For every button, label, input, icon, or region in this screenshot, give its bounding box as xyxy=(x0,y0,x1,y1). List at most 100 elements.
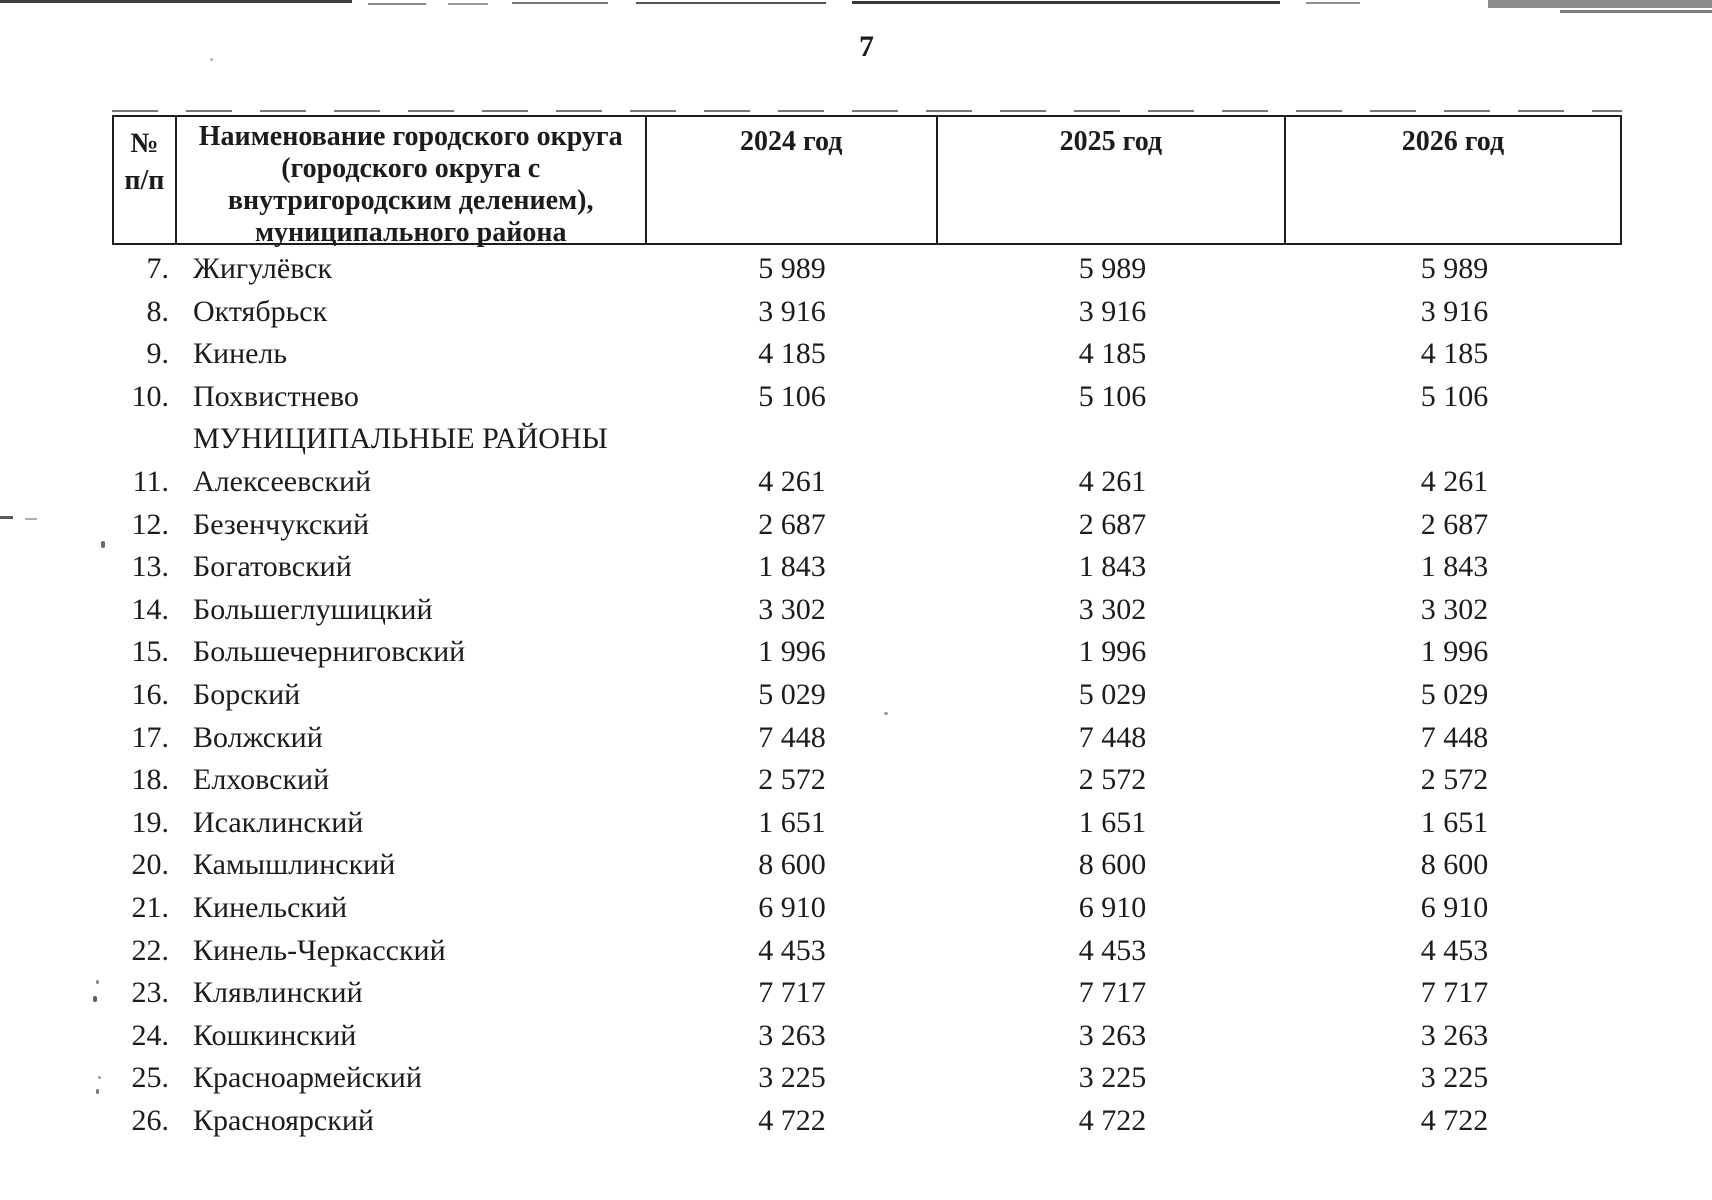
scan-top-rule-segment xyxy=(368,3,426,5)
row-value-2024: 3 916 xyxy=(758,294,826,328)
scan-top-rule-segment xyxy=(0,0,352,3)
row-value-2025: 4 453 xyxy=(1078,933,1147,967)
row-number: 11. xyxy=(132,464,169,498)
row-value-2026: 3 916 xyxy=(1420,294,1489,328)
row-value-2025: 4 722 xyxy=(1078,1103,1147,1137)
row-value-2024: 4 722 xyxy=(758,1103,826,1137)
table-body: 7. Жигулёвск 5 989 5 989 5 989 8. Октябрьск 3 9… xyxy=(112,245,1622,1142)
scan-margin-mark xyxy=(25,518,37,520)
row-name: Клявлинский xyxy=(193,976,363,1010)
row-value-2025: 2 687 xyxy=(1078,507,1147,541)
row-value-2025: 1 843 xyxy=(1078,550,1147,584)
header-cell-2025: 2025 год xyxy=(938,117,1286,243)
table-row: 16. Борский 5 029 5 029 5 029 xyxy=(112,674,1622,717)
budget-table: № п/п Наименование городского округа (го… xyxy=(112,110,1622,1142)
scan-speck xyxy=(884,712,888,715)
row-value-2025: 2 572 xyxy=(1078,763,1147,797)
row-value-2025: 4 261 xyxy=(1078,464,1147,498)
row-value-2024: 5 106 xyxy=(758,379,826,413)
row-value-2024: 8 600 xyxy=(758,848,826,882)
table-row: 7. Жигулёвск 5 989 5 989 5 989 xyxy=(112,248,1622,291)
row-value-2024: 7 717 xyxy=(758,976,826,1010)
row-name: Кинель xyxy=(193,337,288,371)
table-row: 17. Волжский 7 448 7 448 7 448 xyxy=(112,717,1622,760)
row-value-2025: 5 989 xyxy=(1078,252,1147,285)
row-number: 12. xyxy=(131,507,170,541)
row-value-2026: 2 572 xyxy=(1420,763,1489,797)
row-name: Красноармейский xyxy=(193,1061,422,1095)
scan-top-rule-segment xyxy=(636,2,826,4)
row-number: 25. xyxy=(131,1061,170,1095)
row-name: Камышлинский xyxy=(193,848,396,882)
row-value-2024: 2 572 xyxy=(758,763,826,797)
row-value-2024: 3 263 xyxy=(758,1018,826,1052)
row-value-2026: 5 029 xyxy=(1420,677,1489,711)
row-value-2024: 5 989 xyxy=(758,252,826,285)
table-row: 11. Алексеевский 4 261 4 261 4 261 xyxy=(112,461,1622,504)
row-number: 14. xyxy=(131,592,170,626)
row-name: Елховский xyxy=(193,763,330,797)
row-value-2025: 3 302 xyxy=(1078,592,1147,626)
row-value-2026: 2 687 xyxy=(1420,507,1489,541)
table-row: 9. Кинель 4 185 4 185 4 185 xyxy=(112,333,1622,376)
scan-margin-mark xyxy=(0,516,13,519)
scan-gray-bar xyxy=(1488,0,1712,8)
row-number: 15. xyxy=(131,635,170,669)
row-value-2026: 4 722 xyxy=(1420,1103,1489,1137)
row-value-2024: 4 185 xyxy=(758,337,826,371)
row-value-2024 xyxy=(646,418,938,461)
table-row: 10. Похвистнево 5 106 5 106 5 106 xyxy=(112,376,1622,419)
row-value-2025: 7 717 xyxy=(1078,976,1147,1010)
row-value-2025: 3 916 xyxy=(1078,294,1147,328)
row-name: Красноярский xyxy=(193,1103,374,1137)
table-header-row: № п/п Наименование городского округа (го… xyxy=(112,110,1622,248)
row-value-2024: 3 225 xyxy=(758,1061,826,1095)
row-name: Исаклинский xyxy=(193,805,364,839)
row-value-2026: 6 910 xyxy=(1420,890,1489,924)
table-row: 24. Кошкинский 3 263 3 263 3 263 xyxy=(112,1015,1622,1058)
row-value-2024: 1 843 xyxy=(758,550,826,584)
row-value-2025: 5 106 xyxy=(1078,379,1147,413)
table-row: 14. Большеглушицкий 3 302 3 302 3 302 xyxy=(112,589,1622,632)
row-value-2025: 3 225 xyxy=(1078,1061,1147,1095)
scan-margin-mark xyxy=(98,1076,101,1079)
row-value-2026: 3 263 xyxy=(1420,1018,1489,1052)
row-value-2025: 4 185 xyxy=(1078,337,1147,371)
row-number: 23. xyxy=(131,976,170,1010)
page-number: 7 xyxy=(859,30,875,63)
row-value-2026: 3 302 xyxy=(1420,592,1489,626)
row-name: Похвистнево xyxy=(193,379,359,413)
header-cell-name: Наименование городского округа (городско… xyxy=(177,117,647,248)
row-name: Кинельский xyxy=(193,890,348,924)
table-row: 26. Красноярский 4 722 4 722 4 722 xyxy=(112,1100,1622,1143)
header-cell-2026: 2026 год xyxy=(1401,126,1505,157)
row-name: Жигулёвск xyxy=(193,252,333,285)
row-value-2026: 4 261 xyxy=(1420,464,1489,498)
row-name: Кинель-Черкасский xyxy=(193,933,446,967)
row-number: 18. xyxy=(131,763,170,797)
table-row: 20. Камышлинский 8 600 8 600 8 600 xyxy=(112,844,1622,887)
header-cell-2024: 2024 год xyxy=(647,117,938,243)
table-row: 25. Красноармейский 3 225 3 225 3 225 xyxy=(112,1057,1622,1100)
row-value-2025: 5 029 xyxy=(1078,677,1147,711)
table-row: 19. Исаклинский 1 651 1 651 1 651 xyxy=(112,802,1622,845)
row-value-2025: 6 910 xyxy=(1078,890,1147,924)
table-row: 12. Безенчукский 2 687 2 687 2 687 xyxy=(112,504,1622,547)
row-name: Кошкинский xyxy=(193,1018,357,1052)
table-row: 21. Кинельский 6 910 6 910 6 910 xyxy=(112,887,1622,930)
row-value-2026: 4 185 xyxy=(1420,337,1489,371)
row-value-2024: 1 996 xyxy=(758,635,826,669)
scan-top-rule-segment xyxy=(448,3,488,5)
scan-top-rule-segment xyxy=(852,1,1280,4)
row-value-2025: 8 600 xyxy=(1078,848,1147,882)
row-number xyxy=(112,418,175,461)
scan-top-rule-segment xyxy=(512,2,608,4)
row-value-2024: 4 453 xyxy=(758,933,826,967)
row-name: Большечерниговский xyxy=(193,635,466,669)
row-value-2026: 3 225 xyxy=(1420,1061,1489,1095)
row-value-2025: 7 448 xyxy=(1078,720,1147,754)
row-name: Богатовский xyxy=(193,550,352,584)
row-number: 8. xyxy=(146,294,170,328)
row-value-2025 xyxy=(938,418,1287,461)
